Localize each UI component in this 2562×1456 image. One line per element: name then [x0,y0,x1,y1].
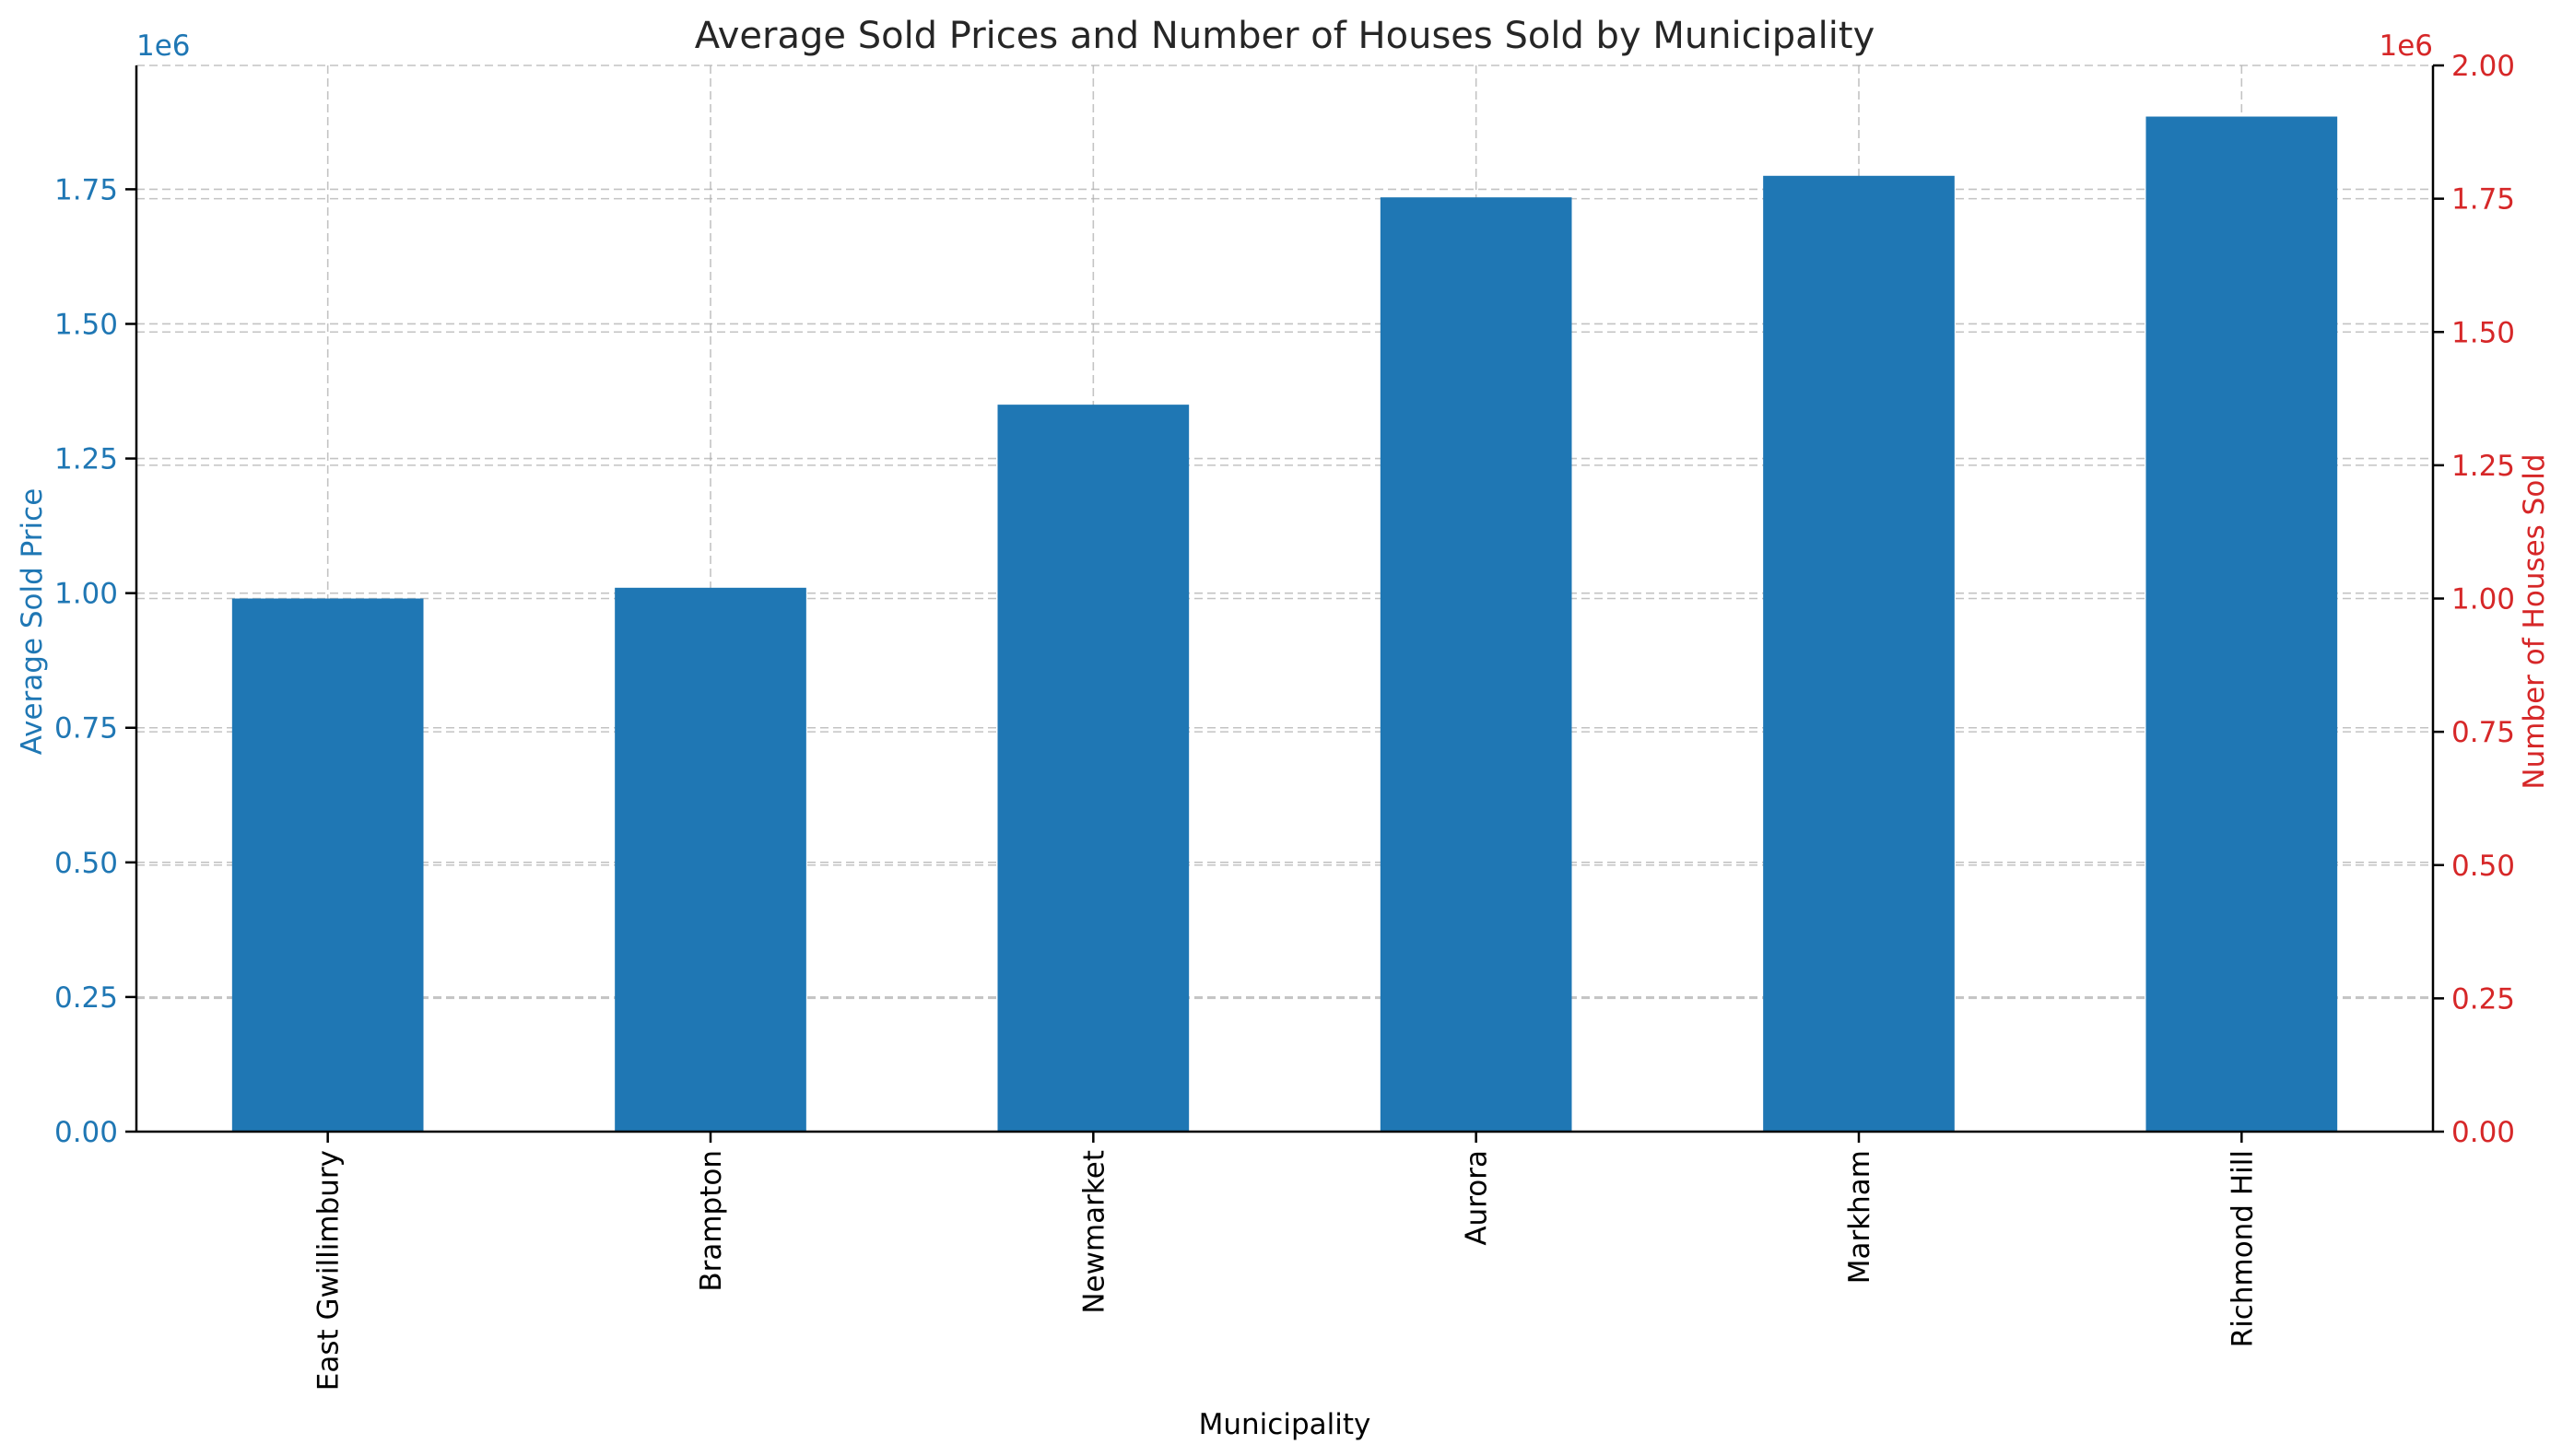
left-tick-label: 1.75 [54,173,118,206]
right-tick-label: 0.75 [2451,716,2515,749]
right-axis-ticks: 0.00 0.25 0.50 0.75 1.00 1.25 1.50 1.75 2.00 [2433,50,2515,1149]
grid-lines [136,65,2433,1133]
x-tick-label: East Gwillimbury [312,1150,346,1391]
right-axis-label: Number of Houses Sold [2518,453,2551,789]
left-tick-label: 0.50 [54,847,118,880]
bar [615,587,806,1132]
right-tick-label: 1.50 [2451,316,2515,349]
x-tick-label: Richmond Hill [2226,1150,2259,1347]
bar [1763,175,1955,1132]
right-tick-label: 1.75 [2451,183,2515,217]
left-tick-label: 1.00 [54,578,118,611]
right-tick-label: 1.25 [2451,450,2515,483]
x-tick-label: Markham [1843,1150,1876,1284]
bar [2145,116,2338,1133]
bar [1380,197,1572,1133]
x-axis-ticks: East Gwillimbury Brampton Newmarket Aurora M… [312,1132,2259,1391]
right-tick-label: 0.25 [2451,982,2515,1016]
x-tick-label: Brampton [695,1150,728,1292]
bar [231,598,424,1132]
x-tick-label: Newmarket [1077,1150,1111,1314]
right-tick-label: 0.50 [2451,850,2515,883]
right-axis-offset-text: 1e6 [2379,29,2433,63]
right-tick-label: 1.00 [2451,583,2515,616]
chart-title: Average Sold Prices and Number of Houses… [695,15,1875,57]
bar [997,405,1190,1132]
left-tick-label: 1.25 [54,443,118,476]
left-tick-label: 1.50 [54,308,118,341]
left-tick-label: 0.00 [54,1116,118,1149]
right-tick-label: 0.00 [2451,1116,2515,1149]
right-tick-label: 2.00 [2451,50,2515,83]
left-axis-label: Average Sold Price [16,488,49,756]
bars [231,116,2338,1133]
x-axis-label: Municipality [1199,1408,1371,1441]
left-tick-label: 0.25 [54,981,118,1015]
left-axis-ticks: 0.00 0.25 0.50 0.75 1.00 1.25 1.50 1.75 [54,173,136,1149]
left-axis-offset-text: 1e6 [136,29,191,63]
x-tick-label: Aurora [1461,1150,1494,1246]
left-tick-label: 0.75 [54,712,118,746]
